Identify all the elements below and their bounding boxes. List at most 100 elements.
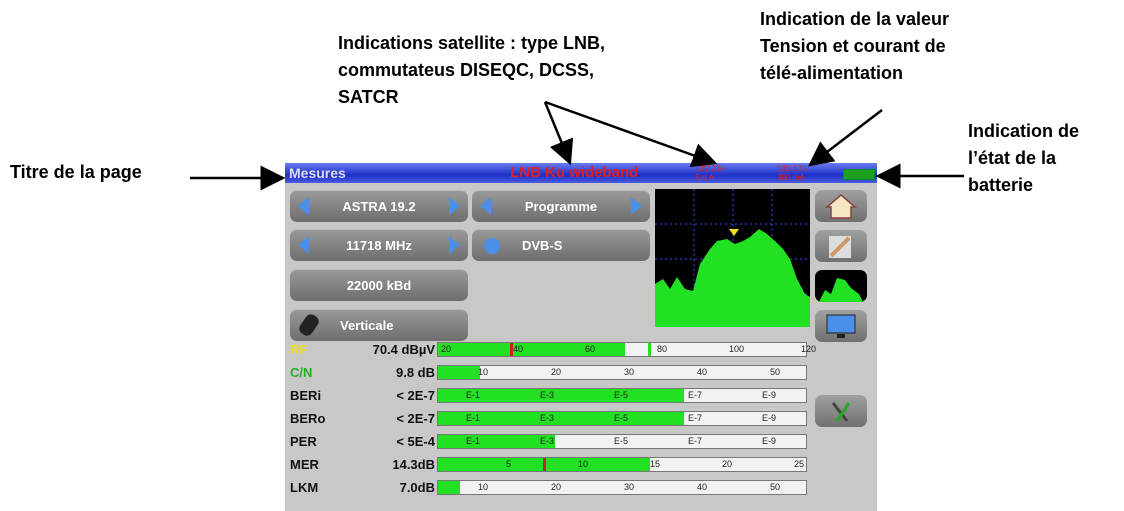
program-button[interactable]: Programme bbox=[472, 190, 650, 222]
annotation-line: commutateus DISEQC, DCSS, bbox=[338, 60, 595, 80]
program: Programme bbox=[524, 198, 598, 214]
measure-row: C/N 9.8 dB 10 20 30 40 50 bbox=[285, 362, 877, 385]
scale-label: E-7 bbox=[688, 390, 703, 400]
measure-label: BERo bbox=[290, 411, 326, 426]
frequency-button[interactable]: 11718 MHz bbox=[290, 229, 468, 261]
measure-label: MER bbox=[290, 457, 319, 472]
scale-label: 50 bbox=[770, 367, 781, 377]
status-line: 13V 172 bbox=[777, 164, 807, 173]
scale-label: E-5 bbox=[614, 390, 629, 400]
scale-label: 80 bbox=[657, 344, 668, 354]
annotation-line: Tension et courant de bbox=[760, 36, 946, 56]
annotation-line: Indications satellite : type LNB, bbox=[338, 33, 606, 53]
scale-label: E-5 bbox=[614, 413, 629, 423]
measure-bar: 20 40 60 80 100 120 bbox=[437, 342, 816, 357]
bar-marker bbox=[510, 343, 513, 356]
annotation: Indication de la valeur Tension et coura… bbox=[760, 6, 949, 87]
standard-button[interactable]: DVB-S bbox=[472, 229, 650, 261]
bar-fill bbox=[438, 389, 684, 402]
arrow bbox=[808, 109, 883, 167]
scale-label: 30 bbox=[624, 482, 635, 492]
scale-label: E-1 bbox=[466, 413, 481, 423]
scale-label: 40 bbox=[697, 367, 708, 377]
measure-bar: E-1 E-3 E-5 E-7 E-9 bbox=[437, 388, 807, 403]
measure-label: C/N bbox=[290, 365, 313, 380]
spectrum-button[interactable] bbox=[815, 270, 867, 302]
tools-button[interactable] bbox=[815, 230, 867, 262]
scale-label: 40 bbox=[513, 344, 524, 354]
annotation-line: Indication de la valeur bbox=[760, 9, 950, 29]
satellite: ASTRA 19.2 bbox=[342, 198, 416, 214]
satellite-button[interactable]: ASTRA 19.2 bbox=[290, 190, 468, 222]
scale-label: 60 bbox=[585, 344, 596, 354]
page-title: Mesures bbox=[289, 165, 346, 181]
arrow bbox=[543, 101, 574, 166]
annotation: Indications satellite : type LNB, commut… bbox=[338, 30, 605, 111]
annotation-line: batterie bbox=[968, 175, 1034, 195]
scale-label: 30 bbox=[624, 367, 635, 377]
status-line: 300 mA bbox=[777, 173, 805, 182]
annotation-line: l’état de la bbox=[968, 148, 1057, 168]
measure-row: PER < 5E-4 E-1 E-3 E-5 E-7 E-9 bbox=[285, 431, 877, 454]
measure-value: < 2E-7 bbox=[396, 411, 435, 426]
scale-label: 40 bbox=[697, 482, 708, 492]
measure-value: 14.3dB bbox=[392, 457, 435, 472]
standard: DVB-S bbox=[522, 237, 563, 253]
scale-label: E-7 bbox=[688, 436, 703, 446]
spectrum bbox=[655, 189, 810, 327]
scale-label: 10 bbox=[478, 482, 489, 492]
measure-row: RF 70.4 dBµV 20 40 60 80 100 120 bbox=[285, 339, 877, 362]
scale-label: 20 bbox=[551, 367, 562, 377]
arrow bbox=[544, 100, 718, 168]
measure-value: < 5E-4 bbox=[396, 434, 435, 449]
measure-row: BERo < 2E-7 E-1 E-3 E-5 E-7 E-9 bbox=[285, 408, 877, 431]
measure-value: 9.8 dB bbox=[395, 365, 435, 380]
scale-label: E-3 bbox=[540, 413, 555, 423]
annotation-line: télé-alimentation bbox=[760, 63, 904, 83]
bar-marker bbox=[543, 458, 546, 471]
header-bar: Mesures LNB Ku wideband 13V 22k Sat A 13… bbox=[285, 163, 877, 183]
scale-label: 5 bbox=[506, 459, 512, 469]
scale-label: E-3 bbox=[540, 436, 555, 446]
scale-label: E-9 bbox=[762, 436, 777, 446]
annotation: Indication de l’état de la batterie bbox=[968, 118, 1079, 199]
measure-label: RF bbox=[290, 342, 308, 357]
bar-fill bbox=[438, 366, 480, 379]
frequency: 11718 MHz bbox=[346, 237, 412, 253]
scale-label: E-3 bbox=[540, 390, 555, 400]
measure-label: BERi bbox=[290, 388, 322, 403]
scale-label: 100 bbox=[729, 344, 745, 354]
scale-label: 10 bbox=[478, 367, 489, 377]
scale-label: 120 bbox=[801, 344, 817, 354]
measure-row: BERi < 2E-7 E-1 E-3 E-5 E-7 E-9 bbox=[285, 385, 877, 408]
scale-label: 10 bbox=[578, 459, 589, 469]
scale-label: E-1 bbox=[466, 436, 481, 446]
symbol-rate-button[interactable]: 22000 kBd bbox=[290, 269, 468, 301]
polarization-button[interactable]: Verticale bbox=[290, 309, 468, 341]
status: 13V 22k Sat A bbox=[695, 164, 724, 182]
device-screen: Mesures LNB Ku wideband 13V 22k Sat A 13… bbox=[285, 163, 877, 511]
tv-button[interactable] bbox=[815, 310, 867, 342]
scale-label: E-1 bbox=[466, 390, 481, 400]
battery bbox=[843, 169, 875, 180]
annotation: Titre de la page bbox=[10, 162, 142, 182]
symbol-rate: 22000 kBd bbox=[346, 277, 412, 293]
annotation-line: SATCR bbox=[338, 87, 399, 107]
bar-fill bbox=[438, 343, 625, 356]
bar-fill bbox=[438, 412, 684, 425]
measure-row: MER 14.3dB 5 10 15 20 25 bbox=[285, 454, 877, 477]
scale-label: 15 bbox=[650, 459, 661, 469]
measure-bar: E-1 E-3 E-5 E-7 E-9 bbox=[437, 434, 807, 449]
lnb-type: LNB Ku wideband bbox=[510, 164, 639, 181]
home-button[interactable] bbox=[815, 190, 867, 222]
scale-label: E-9 bbox=[762, 390, 777, 400]
bar-fill bbox=[438, 481, 460, 494]
settings-button[interactable] bbox=[815, 395, 867, 427]
measure-value: 7.0dB bbox=[399, 480, 435, 495]
bar-fill bbox=[438, 435, 555, 448]
scale-label: E-9 bbox=[762, 413, 777, 423]
measure-bar: E-1 E-3 E-5 E-7 E-9 bbox=[437, 411, 807, 426]
scale-label: 25 bbox=[794, 459, 805, 469]
measure-bar: 10 20 30 40 50 bbox=[437, 480, 807, 495]
